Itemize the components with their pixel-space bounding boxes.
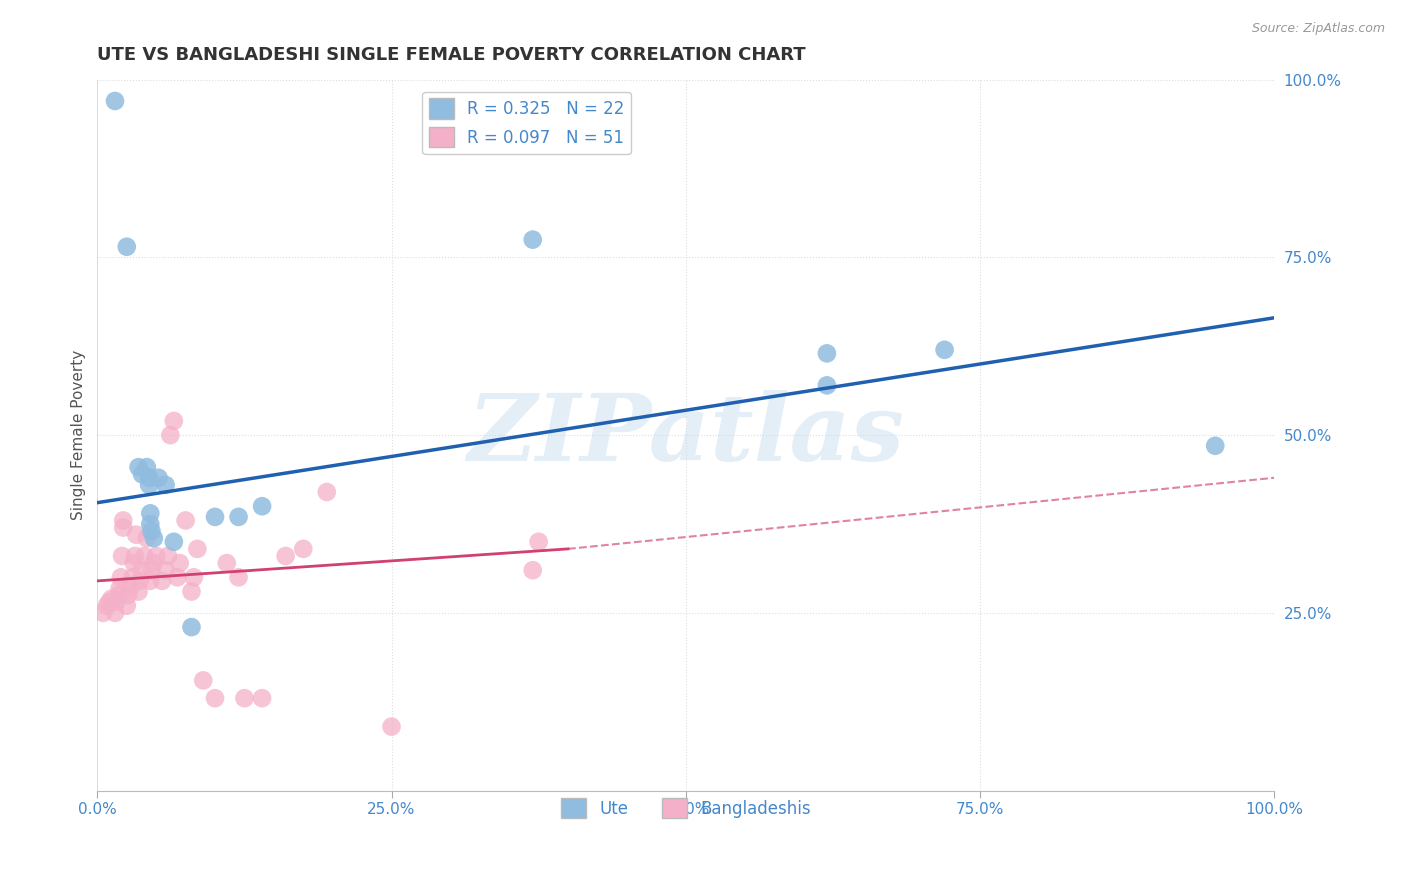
Point	[180, 620, 202, 634]
Point	[111, 549, 134, 563]
Point	[233, 691, 256, 706]
Point	[174, 513, 197, 527]
Point	[180, 584, 202, 599]
Point	[112, 520, 135, 534]
Point	[139, 574, 162, 588]
Point	[250, 500, 273, 514]
Point	[527, 534, 550, 549]
Point	[1204, 439, 1226, 453]
Point	[204, 509, 226, 524]
Point	[163, 534, 186, 549]
Point	[215, 556, 238, 570]
Point	[139, 506, 162, 520]
Point	[274, 549, 297, 563]
Point	[141, 524, 163, 538]
Point	[128, 460, 150, 475]
Point	[183, 570, 205, 584]
Point	[131, 563, 153, 577]
Point	[104, 606, 127, 620]
Point	[934, 343, 956, 357]
Point	[125, 527, 148, 541]
Point	[228, 570, 250, 584]
Point	[163, 414, 186, 428]
Point	[91, 606, 114, 620]
Point	[122, 556, 145, 570]
Point	[138, 478, 160, 492]
Point	[120, 581, 142, 595]
Point	[156, 549, 179, 563]
Point	[128, 574, 150, 588]
Point	[104, 94, 127, 108]
Point	[292, 541, 315, 556]
Point	[96, 599, 118, 613]
Point	[131, 467, 153, 482]
Point	[315, 485, 337, 500]
Point	[186, 541, 208, 556]
Point	[134, 549, 156, 563]
Text: UTE VS BANGLADESHI SINGLE FEMALE POVERTY CORRELATION CHART: UTE VS BANGLADESHI SINGLE FEMALE POVERTY…	[97, 46, 806, 64]
Point	[138, 471, 160, 485]
Point	[522, 233, 544, 247]
Point	[115, 240, 138, 254]
Point	[159, 428, 181, 442]
Point	[815, 346, 838, 360]
Text: ZIPatlas: ZIPatlas	[467, 390, 904, 480]
Point	[150, 574, 173, 588]
Point	[100, 591, 122, 606]
Point	[166, 570, 188, 584]
Point	[110, 570, 132, 584]
Point	[142, 556, 165, 570]
Point	[128, 584, 150, 599]
Point	[121, 570, 143, 584]
Point	[204, 691, 226, 706]
Text: Source: ZipAtlas.com: Source: ZipAtlas.com	[1251, 22, 1385, 36]
Point	[193, 673, 215, 688]
Point	[228, 509, 250, 524]
Point	[98, 595, 121, 609]
Point	[815, 378, 838, 392]
Point	[155, 563, 177, 577]
Y-axis label: Single Female Poverty: Single Female Poverty	[72, 350, 86, 520]
Point	[139, 516, 162, 531]
Point	[135, 460, 157, 475]
Point	[112, 513, 135, 527]
Legend: Ute, Bangladeshis: Ute, Bangladeshis	[554, 791, 817, 825]
Point	[155, 478, 177, 492]
Point	[142, 531, 165, 545]
Point	[522, 563, 544, 577]
Point	[124, 549, 146, 563]
Point	[148, 471, 170, 485]
Point	[108, 581, 131, 595]
Point	[145, 549, 167, 563]
Point	[115, 599, 138, 613]
Point	[117, 588, 139, 602]
Point	[105, 595, 128, 609]
Point	[107, 588, 129, 602]
Point	[135, 531, 157, 545]
Point	[141, 563, 163, 577]
Point	[169, 556, 191, 570]
Point	[250, 691, 273, 706]
Point	[380, 720, 402, 734]
